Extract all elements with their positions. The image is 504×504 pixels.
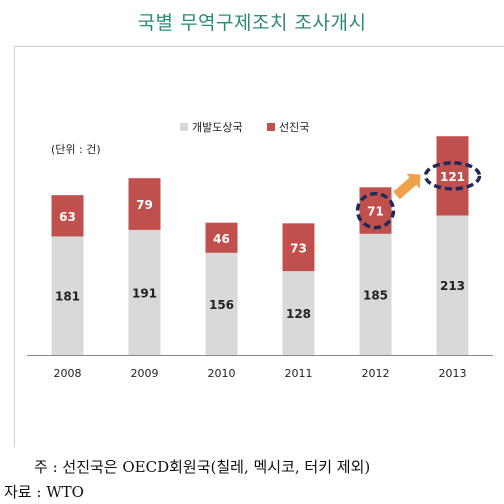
trend-arrow [393, 173, 421, 200]
data-label-developing-2013: 213 [440, 279, 465, 293]
bar-developing-2010 [205, 252, 238, 355]
bar-developing-2009 [128, 229, 161, 355]
data-label-developing-2009: 191 [132, 286, 157, 300]
chart-svg: 181 63 2008 191 79 2009 156 46 2010 128 73 2011 185 7… [27, 121, 493, 380]
bar-developing-2008 [51, 236, 84, 355]
x-tick-label-2009: 2009 [131, 367, 159, 380]
bar-developing-2013 [436, 215, 469, 355]
data-label-developing-2011: 128 [286, 307, 311, 321]
x-tick-label-2012: 2012 [362, 367, 390, 380]
footnote: 주 : 선진국은 OECD회원국(칠레, 멕시코, 터키 제외) [34, 458, 371, 476]
bar-advanced-2009 [128, 178, 161, 230]
data-label-developing-2010: 156 [209, 298, 234, 312]
source-note: 자료 : WTO [4, 483, 84, 501]
bar-advanced-2013 [436, 136, 469, 216]
legend-label-advanced: 선진국 [279, 121, 309, 134]
x-tick-label-2011: 2011 [285, 367, 313, 380]
bar-developing-2011 [282, 271, 315, 355]
data-label-developing-2008: 181 [55, 290, 80, 304]
highlight-ellipse-2012 [355, 191, 396, 230]
x-tick-label-2013: 2013 [439, 367, 467, 380]
legend-swatch-advanced [267, 123, 275, 131]
bar-advanced-2011 [282, 223, 315, 272]
data-label-developing-2012: 185 [363, 288, 388, 302]
data-label-advanced-2013: 121 [440, 170, 465, 184]
unit-label: (단위 : 건) [51, 143, 101, 156]
data-label-advanced-2010: 46 [213, 232, 230, 246]
data-label-advanced-2008: 63 [59, 210, 76, 224]
bar-advanced-2008 [51, 195, 84, 237]
bar-advanced-2010 [205, 222, 238, 253]
x-tick-label-2010: 2010 [208, 367, 236, 380]
highlight-ellipse-2013 [423, 161, 482, 191]
bar-developing-2012 [359, 233, 392, 355]
chart-title: 국별 무역구제조치 조사개시 [137, 12, 367, 34]
chart-area: 181 63 2008 191 79 2009 156 46 2010 128 73 2011 185 7… [14, 46, 504, 447]
legend-swatch-developing [180, 123, 188, 131]
data-label-advanced-2011: 73 [290, 241, 307, 255]
x-tick-label-2008: 2008 [54, 367, 82, 380]
data-label-advanced-2012: 71 [367, 205, 384, 219]
legend-label-developing: 개발도상국 [192, 121, 243, 134]
data-label-advanced-2009: 79 [136, 198, 153, 212]
